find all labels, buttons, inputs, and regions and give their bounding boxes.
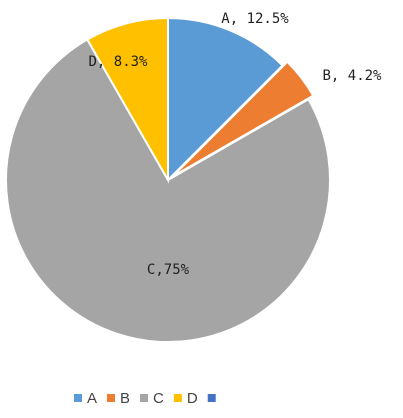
data-label: B, 4.2% xyxy=(322,68,382,84)
legend-swatch xyxy=(207,394,216,402)
legend-swatch xyxy=(173,394,182,402)
data-label: C,75% xyxy=(147,262,190,278)
legend-label: C xyxy=(153,390,164,407)
legend-label: B xyxy=(120,390,130,407)
pie-slice xyxy=(85,16,169,184)
pie-slice xyxy=(172,60,315,178)
legend-swatch xyxy=(107,394,116,402)
legend-swatch xyxy=(140,394,149,402)
pie-slice xyxy=(5,38,331,343)
legend-label: D xyxy=(187,390,198,407)
pie-slice xyxy=(167,16,284,183)
legend-swatch xyxy=(74,394,82,402)
legend-label: A xyxy=(87,390,97,407)
data-label: A, 12.5% xyxy=(221,11,289,27)
data-label: D, 8.3% xyxy=(88,54,148,70)
